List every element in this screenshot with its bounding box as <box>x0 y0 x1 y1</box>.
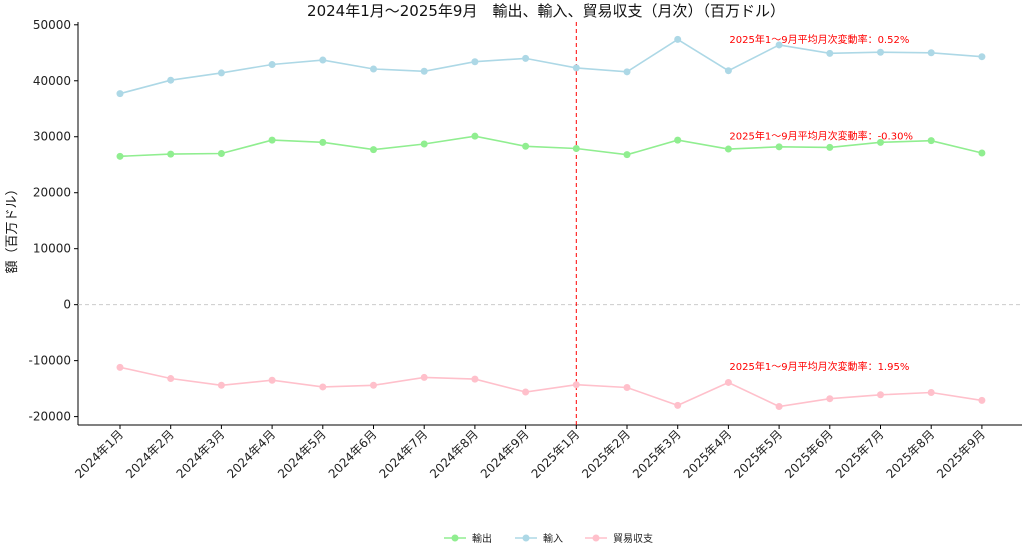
data-point <box>420 67 428 75</box>
data-point <box>927 49 935 57</box>
x-tick-label: 2025年9月 <box>934 427 988 481</box>
data-point <box>978 53 986 61</box>
x-tick-label: 2024年9月 <box>478 427 532 481</box>
data-point <box>420 373 428 381</box>
legend-swatch-marker <box>522 534 530 542</box>
data-point <box>370 146 377 154</box>
annotation-2: 2025年1～9月平均月次変動率：1.95% <box>729 360 909 373</box>
data-point <box>978 396 986 404</box>
x-tick-label: 2024年3月 <box>174 427 228 481</box>
x-tick-label: 2025年8月 <box>883 427 937 481</box>
x-tick-label: 2024年2月 <box>123 427 177 481</box>
data-point <box>826 395 834 403</box>
x-tick-label: 2024年1月 <box>72 427 126 481</box>
data-point <box>623 68 631 76</box>
data-point <box>927 137 935 145</box>
y-tick-label: 50000 <box>33 18 71 32</box>
data-point <box>724 67 732 75</box>
series-line-1 <box>119 38 982 95</box>
data-point <box>167 76 175 84</box>
data-point <box>775 143 783 151</box>
y-tick-label: -20000 <box>28 410 71 424</box>
y-tick-label: 40000 <box>33 74 71 88</box>
x-tick-label: 2024年6月 <box>326 427 380 481</box>
x-tick-label: 2024年4月 <box>224 427 278 481</box>
data-point <box>268 136 276 144</box>
data-point <box>167 150 175 158</box>
data-point <box>471 375 479 383</box>
data-point <box>674 35 682 43</box>
annotation-0: 2025年1～9月平均月次変動率：0.52% <box>729 33 909 46</box>
legend-label: 貿易収支 <box>613 533 653 545</box>
data-point <box>116 363 124 371</box>
legend-label: 輸入 <box>543 532 563 545</box>
data-point <box>978 149 986 157</box>
data-point <box>572 381 580 389</box>
data-point <box>572 144 580 152</box>
y-axis-label: 額（百万ドル） <box>5 182 20 273</box>
data-point <box>877 138 884 146</box>
data-point <box>319 383 327 391</box>
data-point <box>927 389 935 397</box>
series-line-2 <box>119 366 983 408</box>
x-tick-label: 2025年2月 <box>579 427 633 481</box>
data-point <box>826 49 834 57</box>
x-tick-label: 2024年8月 <box>427 427 481 481</box>
data-point <box>370 65 377 73</box>
legend-swatch-marker <box>592 534 600 542</box>
series-line-0 <box>119 135 983 158</box>
data-point <box>217 69 225 77</box>
data-point <box>674 136 682 144</box>
data-point <box>420 140 428 148</box>
data-point <box>268 61 276 69</box>
data-point <box>826 143 834 151</box>
x-tick-label: 2024年7月 <box>376 427 430 481</box>
data-point <box>268 376 276 384</box>
y-tick-label: 20000 <box>33 186 71 200</box>
data-point <box>217 381 225 389</box>
data-point <box>167 375 175 383</box>
x-tick-label: 2025年3月 <box>630 427 684 481</box>
data-point <box>319 56 327 64</box>
data-point <box>724 145 732 153</box>
data-point <box>775 41 783 49</box>
data-point <box>623 383 631 391</box>
x-tick-label: 2025年1月 <box>529 427 583 481</box>
y-tick-label: -10000 <box>28 354 71 368</box>
y-tick-label: 10000 <box>33 242 71 256</box>
data-point <box>623 151 631 159</box>
data-point <box>116 90 124 98</box>
data-point <box>775 403 783 411</box>
y-tick-label: 0 <box>63 298 71 312</box>
chart-title: 2024年1月～2025年9月 輸出、輸入、貿易収支（月次）（百万ドル） <box>307 2 785 20</box>
data-point <box>522 142 530 150</box>
x-tick-label: 2025年6月 <box>782 427 836 481</box>
y-tick-label: 30000 <box>33 130 71 144</box>
plot-area: -20000 -10000 0 10000 20000 30000 40000 50000 20… <box>28 18 1022 481</box>
data-point <box>116 152 124 160</box>
x-tick-label: 2025年4月 <box>681 427 735 481</box>
data-point <box>370 381 377 389</box>
legend-swatch-marker <box>451 534 459 542</box>
data-point <box>572 64 580 72</box>
data-point <box>877 48 884 56</box>
x-tick-label: 2024年5月 <box>275 427 329 481</box>
legend: 輸出 輸入 貿易収支 <box>444 532 653 545</box>
legend-label: 輸出 <box>472 532 492 545</box>
data-point <box>319 138 327 146</box>
data-point <box>877 391 884 399</box>
data-point <box>217 150 225 158</box>
data-point <box>674 401 682 409</box>
data-point <box>724 378 732 386</box>
x-tick-label: 2025年5月 <box>731 427 785 481</box>
x-tick-label: 2025年7月 <box>833 427 887 481</box>
data-point <box>471 132 479 140</box>
data-point <box>522 388 530 396</box>
annotation-1: 2025年1～9月平均月次変動率：-0.30% <box>729 130 913 143</box>
data-point <box>522 54 530 62</box>
data-point <box>471 58 479 66</box>
